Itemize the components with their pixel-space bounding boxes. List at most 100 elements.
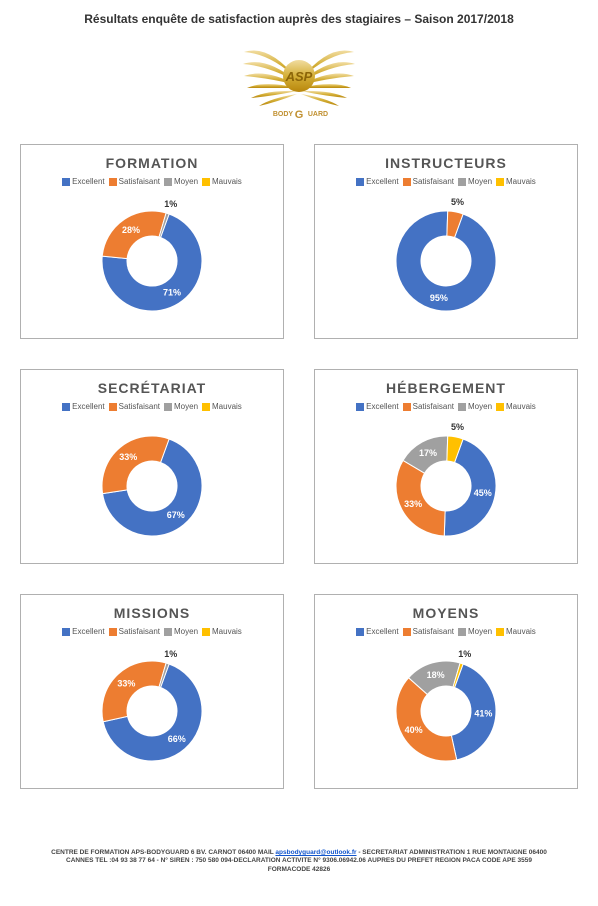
chart-legend: Excellent Satisfaisant Moyen Mauvais bbox=[323, 627, 569, 636]
chart-legend: Excellent Satisfaisant Moyen Mauvais bbox=[29, 627, 275, 636]
legend-item-satisfaisant: Satisfaisant bbox=[109, 402, 160, 411]
chart-legend: Excellent Satisfaisant Moyen Mauvais bbox=[323, 177, 569, 186]
legend-item-excellent: Excellent bbox=[356, 402, 398, 411]
chart-card: FORMATION Excellent Satisfaisant Moyen Mauva… bbox=[20, 144, 284, 339]
slice-label: 40% bbox=[405, 725, 423, 735]
footer-line3: FORMACODE 42826 bbox=[20, 866, 578, 874]
donut-chart: 67% 33% bbox=[87, 421, 217, 551]
slice-label: 18% bbox=[427, 670, 445, 680]
legend-swatch bbox=[164, 178, 172, 186]
legend-label: Satisfaisant bbox=[413, 177, 454, 186]
slice-label: 41% bbox=[474, 708, 492, 718]
legend-label: Satisfaisant bbox=[119, 402, 160, 411]
slice-label: 33% bbox=[404, 499, 422, 509]
footer-line2: CANNES TEL :04 93 38 77 64 - N° SIREN : … bbox=[20, 857, 578, 865]
slice-label: 33% bbox=[117, 679, 135, 689]
legend-item-excellent: Excellent bbox=[356, 177, 398, 186]
chart-card: SECRÉTARIATExcellentSatisfaisantMoyenMau… bbox=[20, 369, 284, 564]
legend-swatch bbox=[458, 628, 466, 636]
legend-swatch bbox=[202, 403, 210, 411]
legend-item-mauvais: Mauvais bbox=[202, 177, 242, 186]
legend-swatch bbox=[109, 178, 117, 186]
chart-title: HÉBERGEMENT bbox=[323, 380, 569, 396]
legend-label: Moyen bbox=[468, 402, 492, 411]
legend-item-satisfaisant: Satisfaisant bbox=[109, 627, 160, 636]
chart-legend: Excellent Satisfaisant Moyen Mauvais bbox=[323, 402, 569, 411]
legend-swatch bbox=[164, 628, 172, 636]
legend-label: Mauvais bbox=[506, 627, 536, 636]
legend-swatch bbox=[356, 178, 364, 186]
legend-label: Moyen bbox=[174, 627, 198, 636]
legend-label: Excellent bbox=[366, 402, 398, 411]
charts-grid: FORMATION Excellent Satisfaisant Moyen Mauva… bbox=[20, 144, 578, 789]
legend-swatch bbox=[62, 403, 70, 411]
legend-item-mauvais: Mauvais bbox=[496, 627, 536, 636]
legend-label: Excellent bbox=[366, 627, 398, 636]
svg-text:G: G bbox=[295, 109, 304, 121]
chart-legend: Excellent Satisfaisant Moyen Mauvais bbox=[29, 402, 275, 411]
legend-item-moyen: Moyen bbox=[164, 177, 198, 186]
legend-swatch bbox=[356, 403, 364, 411]
donut-slice-satisfaisant bbox=[102, 661, 166, 722]
legend-label: Excellent bbox=[366, 177, 398, 186]
slice-label: 66% bbox=[168, 734, 186, 744]
footer-email-link[interactable]: apsbodyguard@outlook.fr bbox=[275, 849, 356, 856]
legend-label: Satisfaisant bbox=[413, 627, 454, 636]
legend-swatch bbox=[109, 628, 117, 636]
legend-swatch bbox=[403, 178, 411, 186]
footer: CENTRE DE FORMATION APS-BODYGUARD 6 BV. … bbox=[20, 849, 578, 874]
slice-label: 71% bbox=[163, 288, 181, 298]
chart-legend: Excellent Satisfaisant Moyen Mauvais bbox=[29, 177, 275, 186]
slice-label: 17% bbox=[419, 448, 437, 458]
slice-label: 33% bbox=[119, 452, 137, 462]
footer-line1a: CENTRE DE FORMATION APS-BODYGUARD 6 BV. … bbox=[51, 849, 275, 856]
legend-label: Moyen bbox=[468, 177, 492, 186]
slice-label: 5% bbox=[451, 197, 464, 207]
legend-swatch bbox=[356, 628, 364, 636]
legend-label: Mauvais bbox=[212, 402, 242, 411]
legend-label: Moyen bbox=[468, 627, 492, 636]
legend-label: Mauvais bbox=[212, 177, 242, 186]
legend-swatch bbox=[202, 628, 210, 636]
donut-chart: 41%40%18%1% bbox=[381, 646, 511, 776]
legend-label: Moyen bbox=[174, 177, 198, 186]
legend-item-satisfaisant: Satisfaisant bbox=[109, 177, 160, 186]
slice-label: 67% bbox=[167, 510, 185, 520]
legend-item-mauvais: Mauvais bbox=[496, 402, 536, 411]
legend-item-excellent: Excellent bbox=[62, 402, 104, 411]
logo-container: ASP BODY G UARD bbox=[20, 34, 578, 129]
legend-swatch bbox=[164, 403, 172, 411]
legend-item-excellent: Excellent bbox=[356, 627, 398, 636]
slice-label: 1% bbox=[164, 649, 177, 659]
donut-chart: 66% 33% 1% bbox=[87, 646, 217, 776]
legend-swatch bbox=[202, 178, 210, 186]
chart-title: MOYENS bbox=[323, 605, 569, 621]
legend-item-mauvais: Mauvais bbox=[202, 402, 242, 411]
donut-chart: 95% 5% bbox=[381, 196, 511, 326]
legend-label: Excellent bbox=[72, 627, 104, 636]
legend-swatch bbox=[496, 178, 504, 186]
legend-item-satisfaisant: Satisfaisant bbox=[403, 627, 454, 636]
legend-item-satisfaisant: Satisfaisant bbox=[403, 402, 454, 411]
logo-text-guard: UARD bbox=[308, 111, 328, 118]
chart-title: FORMATION bbox=[29, 155, 275, 171]
legend-swatch bbox=[62, 628, 70, 636]
slice-label: 95% bbox=[430, 293, 448, 303]
chart-card: HÉBERGEMENT Excellent Satisfaisant Moyen Mau… bbox=[314, 369, 578, 564]
chart-title: MISSIONS bbox=[29, 605, 275, 621]
legend-label: Satisfaisant bbox=[413, 402, 454, 411]
legend-swatch bbox=[62, 178, 70, 186]
legend-label: Mauvais bbox=[506, 177, 536, 186]
legend-swatch bbox=[496, 628, 504, 636]
legend-item-moyen: Moyen bbox=[458, 402, 492, 411]
legend-item-moyen: Moyen bbox=[458, 627, 492, 636]
legend-item-moyen: Moyen bbox=[458, 177, 492, 186]
legend-swatch bbox=[458, 178, 466, 186]
legend-label: Excellent bbox=[72, 177, 104, 186]
legend-swatch bbox=[403, 628, 411, 636]
slice-label: 28% bbox=[122, 225, 140, 235]
legend-label: Mauvais bbox=[212, 627, 242, 636]
page-title: Résultats enquête de satisfaction auprès… bbox=[20, 12, 578, 26]
legend-item-excellent: Excellent bbox=[62, 627, 104, 636]
legend-item-moyen: Moyen bbox=[164, 402, 198, 411]
